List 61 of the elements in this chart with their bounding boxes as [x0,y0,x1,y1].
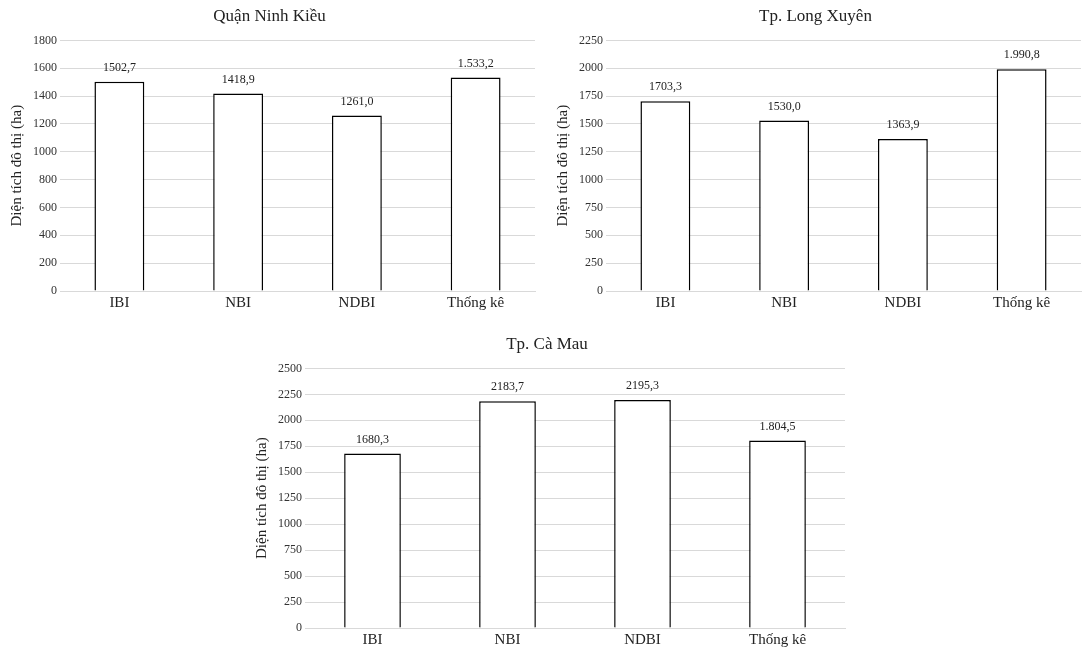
x-tick-label: NDBI [884,293,922,310]
y-tick-label: 0 [51,283,57,298]
y-tick-label: 500 [284,568,302,583]
y-tick-label: 500 [585,227,603,242]
y-tick-label: 0 [597,283,603,298]
y-tick-label: 600 [39,199,57,214]
chart-title: Quận Ninh Kiều [213,5,327,25]
data-label: 1.804,5 [759,418,796,433]
y-tick-label: 2250 [278,386,302,401]
y-tick-label: 1250 [278,490,302,505]
data-label: 1680,3 [356,431,389,446]
x-tick-label: Thống kê [993,293,1051,310]
x-tick-label: IBI [362,630,383,647]
y-tick-label: 1000 [278,516,302,531]
x-tick-label: NDBI [338,293,376,310]
data-label: 1363,9 [886,117,920,132]
data-label: 1.990,8 [1003,47,1040,62]
y-tick-label: 1500 [278,464,302,479]
y-tick-label: 1750 [579,88,603,103]
x-tick-label: NBI [494,630,521,647]
y-tick-label: 750 [585,199,603,214]
y-tick-label: 2500 [278,360,302,375]
x-tick-label: Thống kê [748,630,807,647]
y-tick-label: 0 [296,620,302,635]
y-tick-label: 250 [284,594,302,609]
x-tick-label: NBI [225,293,252,310]
y-tick-label: 1750 [278,438,302,453]
y-tick-label: 1000 [579,171,603,186]
data-label: 1.533,2 [457,55,494,70]
y-tick-label: 400 [39,227,57,242]
y-tick-label: 1400 [33,88,57,103]
x-tick-label: IBI [109,293,130,310]
x-tick-label: IBI [655,293,676,310]
y-axis-title: Diện tích đô thị (ha) [553,104,571,227]
data-label: 1530,0 [767,98,801,113]
x-tick-label: NDBI [624,630,661,647]
data-label: 1502,7 [102,59,136,74]
y-axis-title: Diện tích đô thị (ha) [7,104,25,227]
y-tick-label: 1250 [579,143,603,158]
y-tick-label: 2000 [579,60,603,75]
y-tick-label: 1600 [33,60,57,75]
y-tick-label: 1500 [579,116,603,131]
data-label: 1261,0 [340,93,374,108]
y-tick-label: 750 [284,542,302,557]
y-axis-title: Diện tích đô thị (ha) [252,437,270,560]
y-tick-label: 1200 [33,116,57,131]
x-tick-label: Thống kê [447,293,505,310]
data-label: 1703,3 [648,79,682,94]
data-label: 2195,3 [626,378,659,393]
y-tick-label: 800 [39,171,57,186]
chart-title: Tp. Long Xuyên [759,5,873,25]
chart-title: Tp. Cà Mau [506,333,589,353]
x-tick-label: NBI [771,293,798,310]
y-tick-label: 250 [585,255,603,270]
y-tick-label: 200 [39,255,57,270]
data-label: 2183,7 [491,379,524,394]
y-tick-label: 1000 [33,143,57,158]
y-tick-label: 2250 [579,32,603,47]
data-label: 1418,9 [221,71,255,86]
y-tick-label: 2000 [278,412,302,427]
y-tick-label: 1800 [33,32,57,47]
